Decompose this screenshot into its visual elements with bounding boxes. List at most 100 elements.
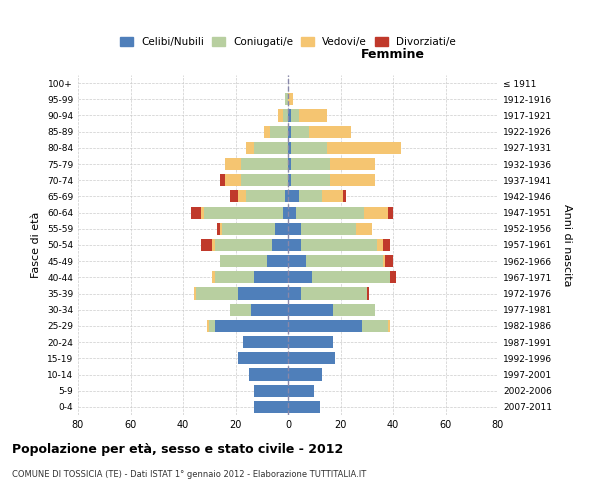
Bar [223, 222, 275, 235]
Bar [283, 206, 288, 218]
Bar [254, 401, 288, 413]
Bar [244, 336, 288, 348]
Bar [275, 222, 288, 235]
Bar [230, 190, 238, 202]
Bar [206, 320, 209, 332]
Bar [265, 126, 269, 138]
Text: Popolazione per età, sesso e stato civile - 2012: Popolazione per età, sesso e stato civil… [12, 442, 343, 456]
Bar [225, 174, 241, 186]
Bar [299, 190, 322, 202]
Bar [388, 206, 393, 218]
Bar [196, 288, 238, 300]
Bar [343, 190, 346, 202]
Bar [301, 239, 377, 251]
Bar [288, 190, 299, 202]
Bar [212, 272, 215, 283]
Bar [288, 255, 307, 268]
Bar [254, 142, 288, 154]
Bar [246, 142, 254, 154]
Bar [254, 384, 288, 397]
Bar [220, 174, 225, 186]
Bar [209, 320, 215, 332]
Bar [332, 304, 374, 316]
Bar [254, 272, 288, 283]
Bar [309, 126, 351, 138]
Bar [212, 239, 215, 251]
Bar [241, 158, 288, 170]
Bar [220, 255, 267, 268]
Bar [191, 206, 202, 218]
Bar [202, 206, 204, 218]
Bar [241, 174, 288, 186]
Bar [288, 272, 311, 283]
Bar [330, 158, 374, 170]
Bar [267, 255, 288, 268]
Bar [225, 158, 241, 170]
Bar [269, 126, 288, 138]
Bar [238, 288, 288, 300]
Bar [202, 239, 212, 251]
Bar [383, 255, 385, 268]
Bar [272, 239, 288, 251]
Bar [301, 222, 356, 235]
Bar [288, 110, 290, 122]
Bar [288, 288, 301, 300]
Bar [288, 142, 290, 154]
Bar [230, 304, 251, 316]
Bar [367, 288, 370, 300]
Bar [283, 110, 288, 122]
Legend: Celibi/Nubili, Coniugati/e, Vedovi/e, Divorziati/e: Celibi/Nubili, Coniugati/e, Vedovi/e, Di… [116, 32, 460, 51]
Bar [215, 272, 254, 283]
Bar [288, 174, 290, 186]
Bar [288, 239, 301, 251]
Bar [328, 142, 401, 154]
Bar [288, 368, 322, 380]
Bar [307, 255, 383, 268]
Text: Femmine: Femmine [361, 48, 425, 62]
Bar [288, 206, 296, 218]
Bar [288, 320, 361, 332]
Bar [290, 174, 330, 186]
Bar [290, 142, 328, 154]
Y-axis label: Anni di nascita: Anni di nascita [562, 204, 572, 286]
Bar [322, 190, 343, 202]
Bar [288, 222, 301, 235]
Bar [286, 93, 288, 106]
Bar [217, 222, 220, 235]
Bar [288, 401, 320, 413]
Bar [296, 206, 364, 218]
Bar [277, 110, 283, 122]
Bar [385, 255, 393, 268]
Bar [288, 352, 335, 364]
Bar [251, 304, 288, 316]
Bar [299, 110, 328, 122]
Bar [288, 336, 332, 348]
Bar [204, 206, 283, 218]
Bar [220, 222, 223, 235]
Bar [290, 158, 330, 170]
Bar [288, 304, 332, 316]
Bar [238, 190, 246, 202]
Bar [377, 239, 383, 251]
Bar [288, 384, 314, 397]
Y-axis label: Fasce di età: Fasce di età [31, 212, 41, 278]
Bar [238, 352, 288, 364]
Bar [356, 222, 372, 235]
Bar [311, 272, 391, 283]
Bar [361, 320, 388, 332]
Bar [364, 206, 388, 218]
Bar [301, 288, 367, 300]
Bar [330, 174, 374, 186]
Bar [286, 190, 288, 202]
Bar [288, 126, 290, 138]
Bar [290, 126, 309, 138]
Bar [248, 368, 288, 380]
Bar [388, 320, 391, 332]
Bar [193, 288, 196, 300]
Bar [383, 239, 391, 251]
Bar [288, 93, 293, 106]
Bar [391, 272, 395, 283]
Bar [288, 158, 290, 170]
Bar [215, 239, 272, 251]
Bar [290, 110, 299, 122]
